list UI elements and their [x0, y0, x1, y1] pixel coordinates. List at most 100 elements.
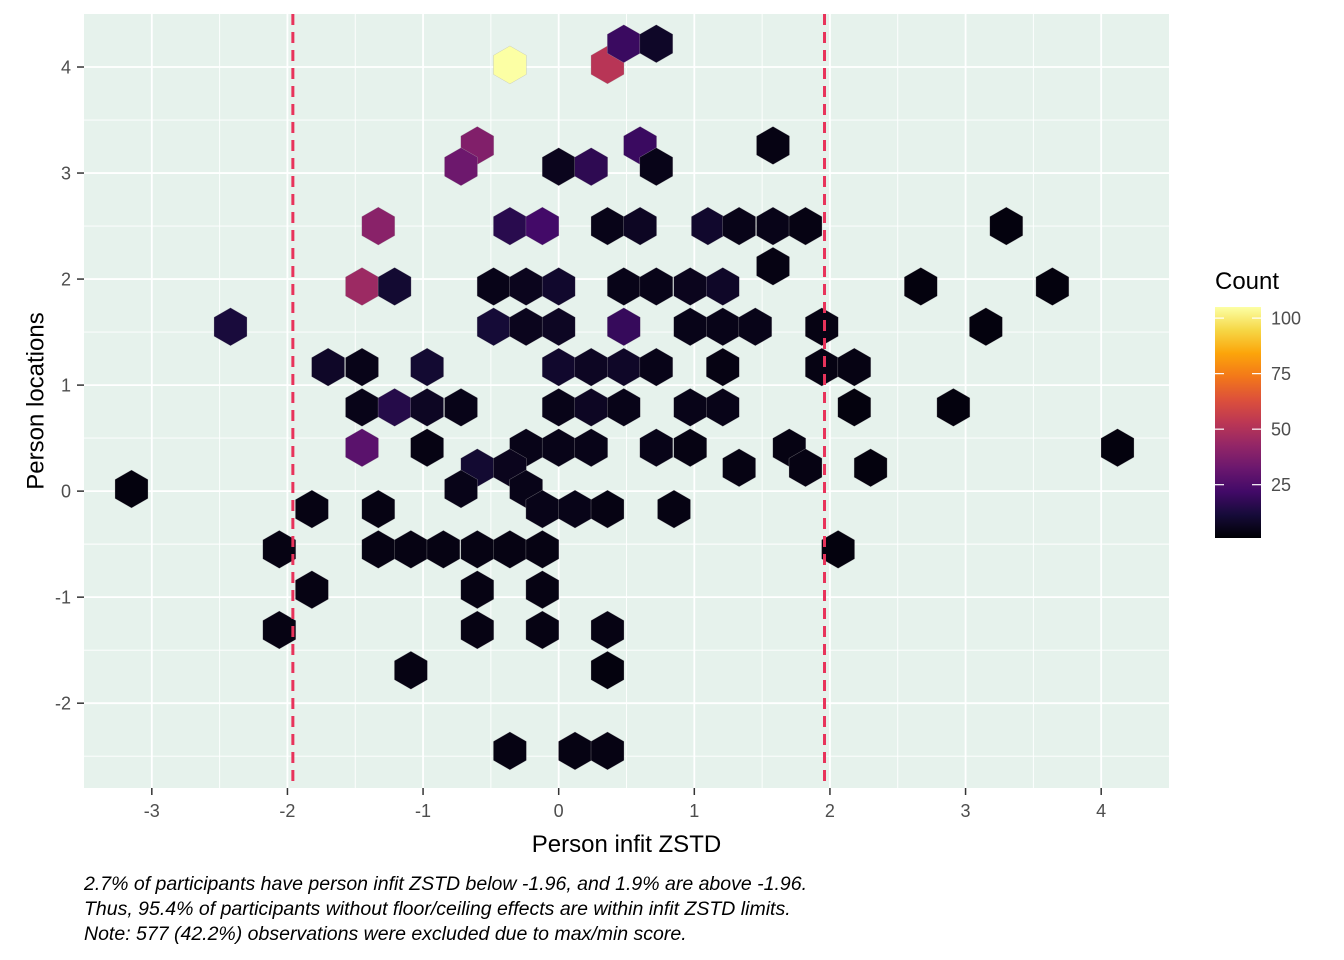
hexbin-cell: [574, 428, 608, 467]
hexbin-cell: [936, 388, 971, 427]
x-tick-label: 1: [689, 801, 699, 821]
hexbin-cell: [989, 206, 1023, 246]
hexbin-cell: [345, 428, 379, 467]
hexbin-cell: [460, 610, 494, 650]
y-tick-label: 3: [61, 164, 71, 184]
caption: 2.7% of participants have person infit Z…: [84, 872, 807, 947]
hexbin-cell: [706, 388, 740, 427]
hexbin-cell: [410, 347, 444, 387]
y-tick-label: -2: [55, 694, 71, 714]
x-axis-title: Person infit ZSTD: [532, 831, 721, 858]
hexbin-cells: [114, 24, 1135, 771]
y-axis: -2 -1 0 1 2 3 4: [55, 58, 84, 714]
hexbin-cell: [969, 307, 1003, 346]
hexbin-cell: [345, 347, 379, 387]
hexbin-cell: [377, 267, 412, 306]
hexbin-cell: [639, 347, 673, 387]
hexbin-cell: [426, 530, 461, 569]
hexbin-cell: [738, 307, 772, 346]
x-tick-label: 4: [1096, 801, 1106, 821]
hexbin-cell: [361, 206, 395, 246]
hexbin-cell: [311, 347, 345, 387]
hexbin-cell: [590, 731, 625, 771]
hexbin-cell: [525, 530, 560, 569]
hexbin-cell: [853, 448, 888, 487]
hexbin-cell: [493, 731, 527, 771]
hexbin-cell: [542, 267, 576, 306]
hexbin-cell: [607, 388, 641, 427]
hexbin-cell: [639, 428, 673, 467]
legend-tick-label: 75: [1271, 364, 1291, 384]
hexbin-cell: [657, 489, 691, 529]
hexbin-cell: [444, 388, 478, 427]
hexbin-cell: [837, 347, 871, 387]
hexbin-cell: [542, 307, 576, 346]
x-tick-label: -3: [144, 801, 160, 821]
hexbin-cell: [904, 267, 938, 306]
hexbin-cell: [410, 388, 444, 427]
hexbin-cell: [639, 267, 673, 306]
legend: Count 25 50 75 100: [1215, 268, 1301, 538]
hexbin-cell: [837, 388, 871, 427]
y-tick-label: 1: [61, 376, 71, 396]
hexbin-cell: [410, 428, 444, 467]
legend-colorbar: [1215, 307, 1261, 538]
hexbin-cell: [805, 307, 839, 346]
x-axis: -3 -2 -1 0 1 2 3 4: [144, 788, 1106, 821]
x-tick-label: 0: [554, 801, 564, 821]
legend-title: Count: [1215, 268, 1279, 295]
hexbin-cell: [262, 530, 296, 569]
hexbin-cell: [722, 448, 756, 487]
legend-tick-label: 50: [1271, 420, 1291, 440]
reference-lines: [291, 14, 827, 788]
x-tick-label: -2: [279, 801, 295, 821]
hexbin-cell: [444, 147, 478, 186]
hexbin-cell: [213, 307, 248, 346]
hexbin-cell: [756, 247, 790, 286]
y-tick-label: 4: [61, 58, 71, 78]
x-tick-label: 2: [825, 801, 835, 821]
x-tick-label: -1: [415, 801, 431, 821]
hexbin-cell: [574, 147, 608, 186]
y-axis-title: Person locations: [22, 312, 49, 489]
hexbin-cell: [460, 570, 494, 609]
hexbin-cell: [756, 126, 790, 165]
hexbin-cell: [1035, 267, 1070, 306]
hexbin-cell: [788, 206, 823, 246]
y-tick-label: 2: [61, 270, 71, 290]
hexbin-cell: [788, 448, 823, 487]
caption-line-1: 2.7% of participants have person infit Z…: [84, 873, 807, 895]
hexbin-cell: [493, 45, 527, 85]
caption-line-3: Note: 577 (42.2%) observations were excl…: [84, 923, 687, 945]
hexbin-cell: [590, 489, 625, 529]
hexbin-cell: [821, 530, 855, 569]
hexbin-cell: [706, 347, 740, 387]
caption-line-2: Thus, 95.4% of participants without floo…: [84, 898, 791, 920]
hexbin-cell: [525, 206, 560, 246]
hexbin-cell: [590, 610, 625, 650]
hexbin-cell: [525, 570, 560, 609]
hexbin-cell: [722, 206, 756, 246]
hexbin-cell: [1100, 428, 1135, 467]
hexbin-cell: [673, 428, 707, 467]
hexbin-cell: [639, 147, 673, 186]
hexbin-cell: [262, 610, 296, 650]
hexbin-cell: [394, 651, 428, 690]
legend-tick-label: 25: [1271, 475, 1291, 495]
hexbin-cell: [114, 469, 149, 509]
hexbin-cell: [525, 610, 560, 650]
hexbin-cell: [639, 24, 673, 63]
hexbin-cell: [295, 489, 329, 529]
hexbin-cell: [361, 489, 395, 529]
legend-tick-label: 100: [1271, 309, 1301, 329]
x-tick-label: 3: [961, 801, 971, 821]
y-tick-label: 0: [61, 482, 71, 502]
y-tick-label: -1: [55, 588, 71, 608]
hexbin-cell: [444, 469, 478, 509]
legend-ticks: 25 50 75 100: [1215, 309, 1301, 495]
hexbin-cell: [623, 206, 657, 246]
hexbin-cell: [295, 570, 329, 609]
hexbin-cell: [706, 267, 740, 306]
hexbin-cell: [607, 307, 641, 346]
